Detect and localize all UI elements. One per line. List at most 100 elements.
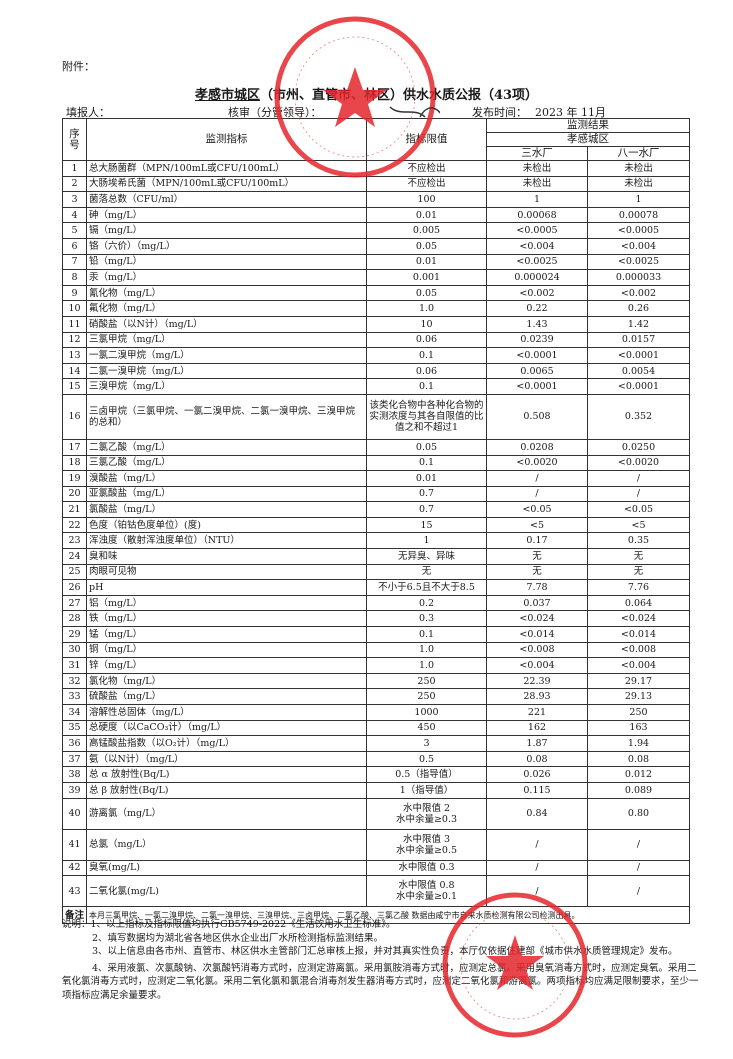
indicator-name: 铜（mg/L）	[86, 641, 367, 659]
indicator-limit: 不应检出	[366, 160, 487, 177]
result-plant-2: 29.13	[587, 688, 690, 705]
result-plant-1: <0.05	[486, 501, 588, 518]
table-row: 36 高锰酸盐指数（以O₂计）（mg/L） 3 1.87 1.94	[62, 735, 690, 752]
result-plant-1: 无	[486, 548, 588, 565]
indicator-limit: 无	[366, 563, 487, 581]
result-plant-1: /	[486, 470, 588, 487]
table-row: 22 色度（铂钴色度单位）(度) 15 <5 <5	[62, 516, 690, 534]
row-number: 42	[62, 859, 87, 877]
indicator-limit: 0.7	[366, 501, 487, 518]
indicator-limit: 250	[366, 688, 487, 705]
table-row: 6 铬（六价）（mg/L） 0.05 <0.004 <0.004	[62, 237, 690, 255]
row-number: 30	[62, 641, 87, 659]
result-plant-2: 0.012	[587, 766, 690, 783]
row-number: 11	[62, 315, 87, 333]
result-plant-1: <0.0005	[486, 222, 588, 239]
result-plant-2: <0.002	[587, 284, 690, 302]
result-plant-2: <0.004	[587, 237, 690, 255]
row-number: 35	[62, 719, 87, 737]
table-row: 30 铜（mg/L） 1.0 <0.008 <0.008	[62, 641, 690, 659]
indicator-limit: 1.0	[366, 300, 487, 317]
table-row: 39 总 β 放射性(Bq/L) 1（指导值） 0.115 0.089	[62, 781, 690, 799]
result-plant-2: <0.004	[587, 657, 690, 674]
result-plant-1: /	[486, 828, 588, 861]
result-plant-1: 未检出	[486, 160, 588, 177]
table-row: 1 总大肠菌群（MPN/100mL或CFU/100mL） 不应检出 未检出 未检出	[62, 160, 690, 177]
result-plant-1: <0.0020	[486, 454, 588, 472]
indicator-limit: 10	[366, 315, 487, 333]
indicator-name: 总硬度（以CaCO₃计）（mg/L）	[86, 719, 367, 737]
indicator-limit: 450	[366, 719, 487, 737]
result-plant-1: <0.004	[486, 237, 588, 255]
row-number: 4	[62, 206, 87, 224]
note-3: 3、以上信息由各市州、直管市、林区供水主管部门汇总审核上报，并对其真实性负责，本…	[92, 946, 678, 957]
indicator-name: 锌（mg/L）	[86, 657, 367, 674]
indicator-limit: 1	[366, 532, 487, 550]
indicator-limit: 无异臭、异味	[366, 548, 487, 565]
indicator-name: pH	[86, 579, 367, 596]
publish-label: 发布时间：	[472, 106, 527, 119]
row-number: 23	[62, 532, 87, 550]
row-number: 37	[62, 750, 87, 768]
result-plant-1: 0.0065	[486, 362, 588, 380]
indicator-limit: 0.05	[366, 438, 487, 456]
row-number: 1	[62, 160, 87, 177]
indicator-name: 氯酸盐（mg/L）	[86, 501, 367, 518]
indicator-limit: 0.01	[366, 470, 487, 487]
result-plant-2: 0.08	[587, 750, 690, 768]
indicator-limit: 0.7	[366, 485, 487, 503]
result-plant-2: 无	[587, 563, 690, 581]
row-number: 7	[62, 253, 87, 271]
indicator-name: 臭和味	[86, 548, 367, 565]
page-title: 孝感市城区（市州、直管市、林区）供水水质公报（43项）	[0, 84, 733, 103]
result-plant-2: /	[587, 828, 690, 861]
row-number: 40	[62, 797, 87, 830]
result-plant-1: 28.93	[486, 688, 588, 705]
indicator-limit: 1.0	[366, 657, 487, 674]
result-plant-1: 0.84	[486, 797, 588, 830]
attachment-label: 附件：	[62, 60, 95, 73]
table-row: 33 硫酸盐（mg/L） 250 28.93 29.13	[62, 688, 690, 705]
result-plant-2: 未检出	[587, 175, 690, 193]
result-plant-2: 1.94	[587, 735, 690, 752]
indicator-limit: 水中限值 3 水中余量≥0.5	[366, 828, 487, 861]
table-row: 21 氯酸盐（mg/L） 0.7 <0.05 <0.05	[62, 501, 690, 518]
result-plant-2: 7.76	[587, 579, 690, 596]
row-number: 18	[62, 454, 87, 472]
table-row: 24 臭和味 无异臭、异味无无	[62, 548, 690, 565]
indicator-name: 硝酸盐（以N计）（mg/L）	[86, 315, 367, 333]
table-row: 29 锰（mg/L） 0.1 <0.014 <0.014	[62, 626, 690, 643]
result-plant-1: <0.024	[486, 610, 588, 628]
indicator-name: 总 α 放射性(Bq/L)	[86, 766, 367, 783]
row-number: 19	[62, 470, 87, 487]
table-row: 9 氰化物（mg/L） 0.05 <0.002 <0.002	[62, 284, 690, 302]
result-plant-1: 7.78	[486, 579, 588, 596]
indicator-limit: 0.06	[366, 362, 487, 380]
result-plant-1: <0.0001	[486, 378, 588, 395]
indicator-limit: 不应检出	[366, 175, 487, 193]
indicator-name: 硫酸盐（mg/L）	[86, 688, 367, 705]
row-number: 24	[62, 548, 87, 565]
indicator-limit: 0.1	[366, 378, 487, 395]
row-number: 10	[62, 300, 87, 317]
result-plant-2: <0.0020	[587, 454, 690, 472]
row-number: 31	[62, 657, 87, 674]
row-number: 16	[62, 393, 87, 440]
result-plant-1: 0.508	[486, 393, 588, 440]
result-plant-2: 0.0250	[587, 438, 690, 456]
result-plant-1: 1	[486, 191, 588, 208]
indicator-name: 二氯一溴甲烷（mg/L）	[86, 362, 367, 380]
result-plant-1: <5	[486, 516, 588, 534]
indicator-name: 锰（mg/L）	[86, 626, 367, 643]
result-plant-1: 0.026	[486, 766, 588, 783]
table-row: 23 浑浊度（散射浑浊度单位）（NTU） 1 0.17 0.35	[62, 532, 690, 550]
indicator-limit: 不小于6.5且不大于8.5	[366, 579, 487, 596]
table-row: 12 三氯甲烷（mg/L） 0.06 0.0239 0.0157	[62, 331, 690, 349]
row-number: 14	[62, 362, 87, 380]
row-number: 32	[62, 672, 87, 690]
indicator-name: 肉眼可见物	[86, 563, 367, 581]
indicator-limit: 水中限值 0.3	[366, 859, 487, 877]
result-plant-2: <0.024	[587, 610, 690, 628]
table-row: 42 臭氧(mg/L) 水中限值 0.3//	[62, 859, 690, 877]
result-plant-2: <0.0005	[587, 222, 690, 239]
